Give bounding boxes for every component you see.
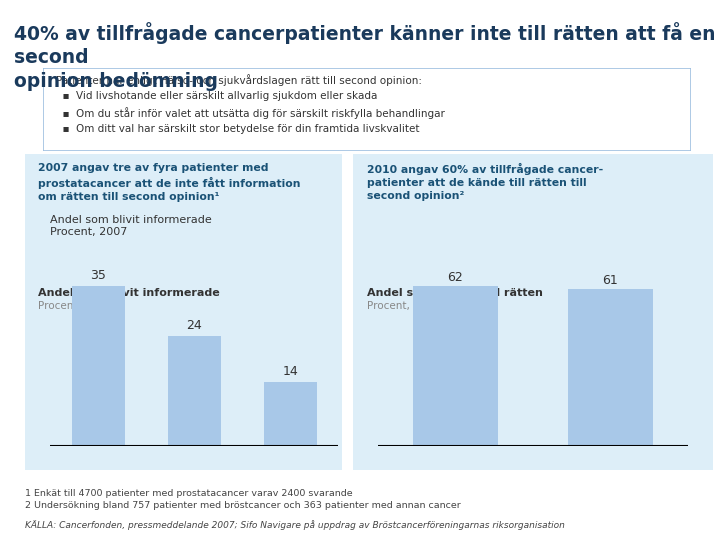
Text: 2010 angav 60% av tillfrågade cancer-
patienter att de kände till rätten till
se: 2010 angav 60% av tillfrågade cancer- pa… — [367, 164, 603, 201]
Text: 24: 24 — [186, 320, 202, 333]
Text: Procent, 2010: Procent, 2010 — [367, 301, 440, 311]
Bar — [264, 382, 317, 446]
Bar — [567, 289, 653, 446]
Text: 14: 14 — [282, 365, 298, 378]
Text: Andel som känner till rätten: Andel som känner till rätten — [367, 288, 543, 298]
Text: 61: 61 — [603, 274, 618, 287]
Bar — [413, 286, 498, 445]
FancyBboxPatch shape — [25, 154, 342, 470]
Text: 62: 62 — [448, 272, 463, 285]
Text: 35: 35 — [91, 269, 107, 282]
FancyBboxPatch shape — [353, 154, 713, 470]
FancyBboxPatch shape — [43, 68, 691, 151]
Text: 1 Enkät till 4700 patienter med prostatacancer varav 2400 svarande: 1 Enkät till 4700 patienter med prostata… — [25, 489, 353, 498]
Text: Andel som blivit informerade
Procent, 2007: Andel som blivit informerade Procent, 20… — [50, 215, 212, 237]
Text: 2007 angav tre av fyra patienter med
prostatacancer att de inte fått information: 2007 angav tre av fyra patienter med pro… — [38, 164, 300, 202]
Text: 2 Undersökning bland 757 patienter med bröstcancer och 363 patienter med annan c: 2 Undersökning bland 757 patienter med b… — [25, 501, 461, 510]
Text: KÄLLA: Cancerfonden, pressmeddelande 2007; Sifo Navigare på uppdrag av Bröstcanc: KÄLLA: Cancerfonden, pressmeddelande 200… — [25, 521, 565, 530]
Text: Andel som blivit informerade: Andel som blivit informerade — [38, 288, 220, 298]
Bar — [72, 286, 125, 446]
Text: 40% av tillfrågade cancerpatienter känner inte till rätten att få en second
opin: 40% av tillfrågade cancerpatienter känne… — [14, 22, 716, 91]
Text: Patienter har enligt Hälso- och sjukvårdslagen rätt till second opinion:
  ▪  Vi: Patienter har enligt Hälso- och sjukvård… — [56, 74, 445, 133]
Text: Procent, 2007: Procent, 2007 — [38, 301, 110, 311]
Bar — [168, 336, 221, 446]
